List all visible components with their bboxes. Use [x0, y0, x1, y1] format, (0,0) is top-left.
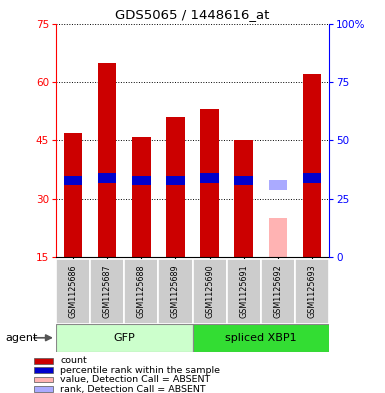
Bar	[227, 259, 261, 324]
Text: percentile rank within the sample: percentile rank within the sample	[60, 366, 220, 375]
Bar	[158, 259, 192, 324]
Bar	[132, 137, 151, 257]
Text: GSM1125693: GSM1125693	[308, 264, 316, 318]
Text: count: count	[60, 356, 87, 365]
Bar	[166, 176, 185, 185]
Bar	[64, 133, 82, 257]
Title: GDS5065 / 1448616_at: GDS5065 / 1448616_at	[116, 8, 270, 21]
Bar	[98, 173, 117, 183]
Bar	[34, 358, 53, 364]
Bar	[98, 62, 117, 257]
Text: agent: agent	[6, 333, 38, 343]
Bar	[192, 324, 329, 352]
Text: GSM1125687: GSM1125687	[102, 264, 112, 318]
Bar	[34, 377, 53, 382]
Bar	[200, 173, 219, 183]
Bar	[132, 176, 151, 185]
Bar	[34, 367, 53, 373]
Text: GSM1125690: GSM1125690	[205, 264, 214, 318]
Bar	[34, 386, 53, 392]
Bar	[261, 259, 295, 324]
Bar	[124, 259, 158, 324]
Bar	[234, 141, 253, 257]
Bar	[192, 259, 227, 324]
Bar	[268, 219, 287, 257]
Text: GSM1125689: GSM1125689	[171, 264, 180, 318]
Text: value, Detection Call = ABSENT: value, Detection Call = ABSENT	[60, 375, 211, 384]
Text: GSM1125692: GSM1125692	[273, 264, 283, 318]
Bar	[268, 180, 287, 189]
Bar	[200, 109, 219, 257]
Text: GSM1125691: GSM1125691	[239, 264, 248, 318]
Bar	[64, 176, 82, 185]
Bar	[234, 176, 253, 185]
Text: rank, Detection Call = ABSENT: rank, Detection Call = ABSENT	[60, 385, 206, 393]
Text: GSM1125686: GSM1125686	[69, 264, 77, 318]
Bar	[56, 259, 90, 324]
Bar	[166, 117, 185, 257]
Text: spliced XBP1: spliced XBP1	[225, 333, 297, 343]
Text: GFP: GFP	[113, 333, 135, 343]
Bar	[303, 74, 321, 257]
Bar	[56, 324, 192, 352]
Bar	[303, 173, 321, 183]
Bar	[90, 259, 124, 324]
Text: GSM1125688: GSM1125688	[137, 264, 146, 318]
Bar	[295, 259, 329, 324]
